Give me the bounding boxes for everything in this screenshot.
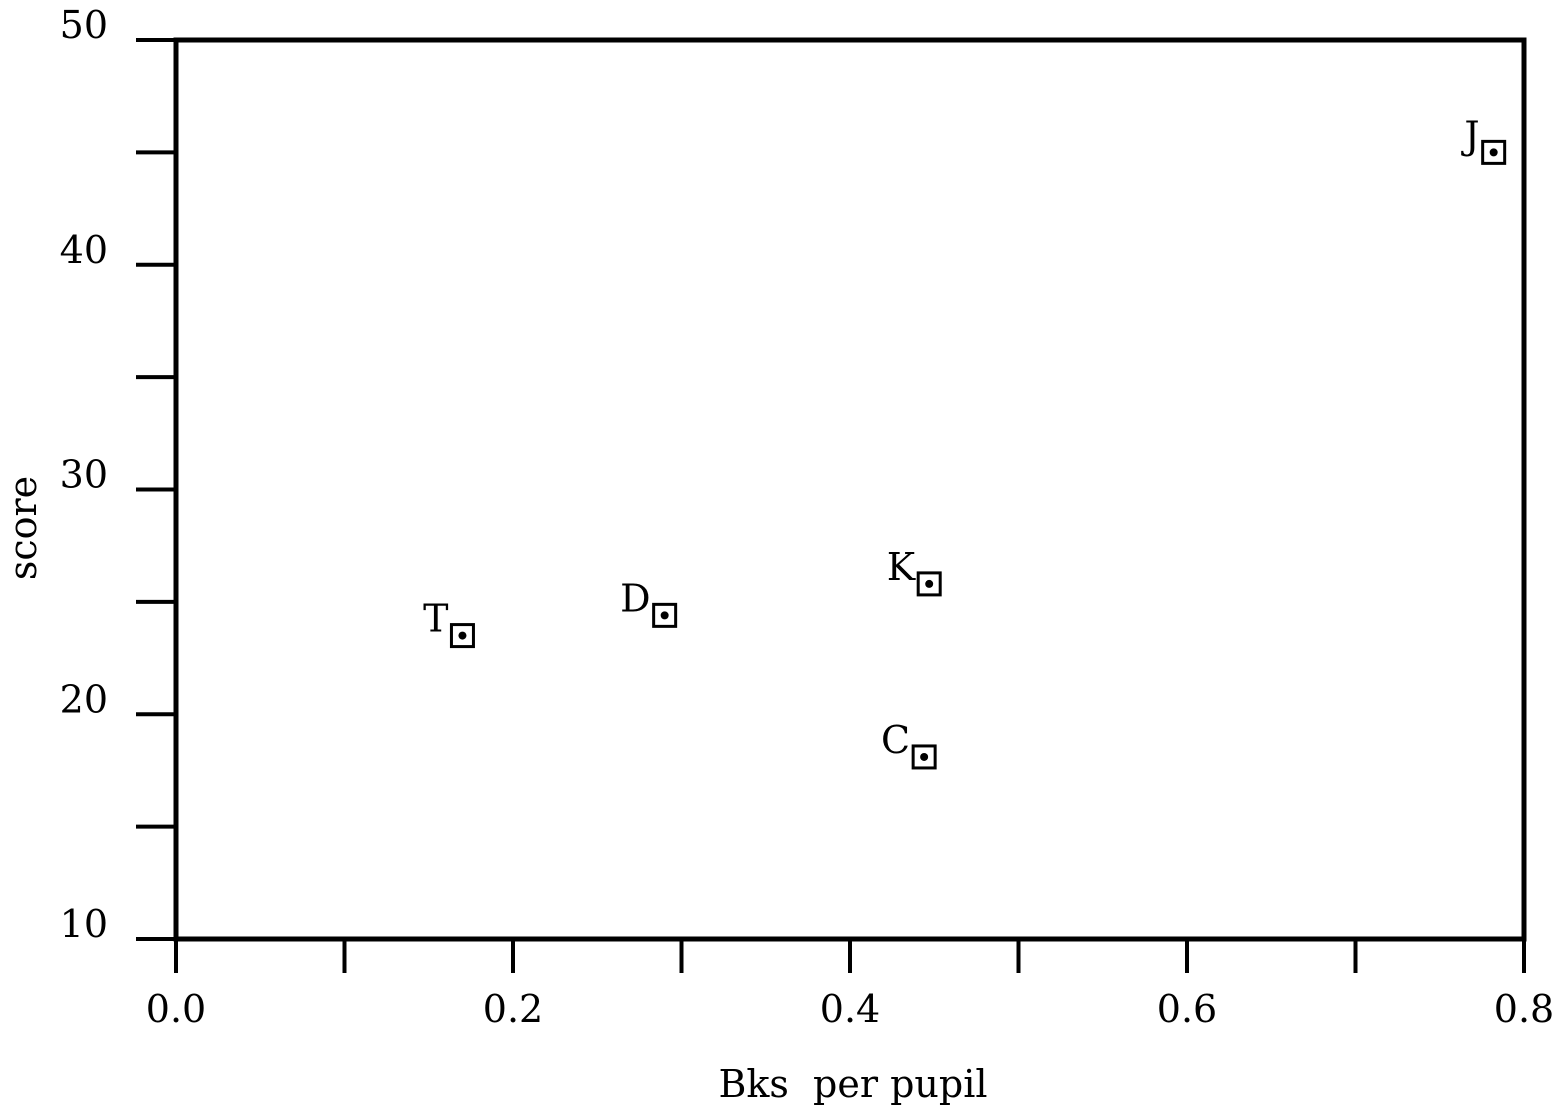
y-axis-title: score [1,476,45,580]
y-tick-label: 10 [60,902,108,946]
data-point: C [881,718,937,770]
y-axis-ticks: 10 20 30 40 50 [60,3,176,946]
point-label: K [887,545,916,589]
data-point: K [887,545,942,597]
point-label: D [620,576,650,620]
plot-frame [173,37,1527,942]
point-dot [1489,148,1498,157]
y-tick-label: 20 [60,677,108,721]
point-dot [920,752,929,761]
y-tick-label: 50 [60,3,108,47]
x-tick-label: 0.2 [483,987,543,1031]
x-tick-label: 0.6 [1157,987,1217,1031]
point-label: T [423,597,448,641]
point-dot [925,579,934,588]
point-label: C [881,718,910,762]
x-tick-label: 0.4 [820,987,880,1031]
x-tick-label: 0.8 [1494,987,1554,1031]
point-label: J [1460,113,1479,157]
data-point: T [423,597,475,649]
x-tick-label: 0.0 [146,987,206,1031]
plot-border [173,37,1527,942]
y-tick-label: 30 [60,453,108,497]
x-axis-ticks: 0.0 0.2 0.4 0.6 0.8 [146,939,1554,1031]
data-point: D [620,576,678,628]
point-dot [458,631,467,640]
data-points: T D K C J [423,113,1507,770]
data-point: J [1460,113,1507,165]
x-axis-title: Bks per pupil [718,1062,987,1106]
point-dot [660,611,669,620]
y-tick-label: 40 [60,228,108,272]
